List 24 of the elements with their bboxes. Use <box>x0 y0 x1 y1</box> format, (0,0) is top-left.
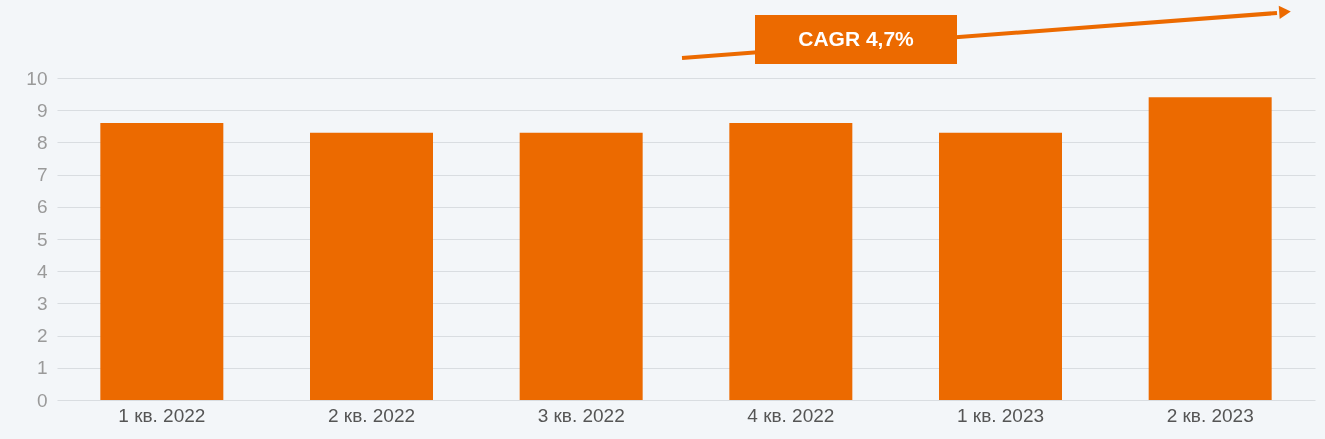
y-tick-label: 0 <box>36 389 48 411</box>
y-tick-label: 7 <box>36 164 48 186</box>
x-tick-label: 2 кв. 2023 <box>1166 404 1254 426</box>
y-tick-label: 5 <box>36 228 48 250</box>
y-tick-label: 4 <box>36 260 48 282</box>
x-tick-label: 4 кв. 2022 <box>747 404 835 426</box>
y-tick-label: 9 <box>36 99 48 121</box>
y-tick-label: 3 <box>36 292 48 314</box>
bar <box>1148 97 1272 400</box>
bar <box>100 123 224 400</box>
y-tick-label: 6 <box>36 196 48 218</box>
text: CAGR 4,7% <box>798 27 915 50</box>
bar <box>939 132 1062 400</box>
x-tick-label: 1 кв. 2023 <box>956 404 1045 426</box>
y-tick-label: 10 <box>26 67 48 89</box>
x-tick-label: 1 кв. 2022 <box>118 404 206 426</box>
y-tick-label: 1 <box>36 357 48 379</box>
bar <box>519 132 643 400</box>
bar <box>310 132 433 400</box>
y-tick-label: 2 <box>36 325 48 347</box>
x-tick-label: 3 кв. 2022 <box>537 404 625 426</box>
x-tick-label: 2 кв. 2022 <box>327 404 416 426</box>
y-tick-label: 8 <box>36 131 48 153</box>
bar <box>729 123 853 400</box>
